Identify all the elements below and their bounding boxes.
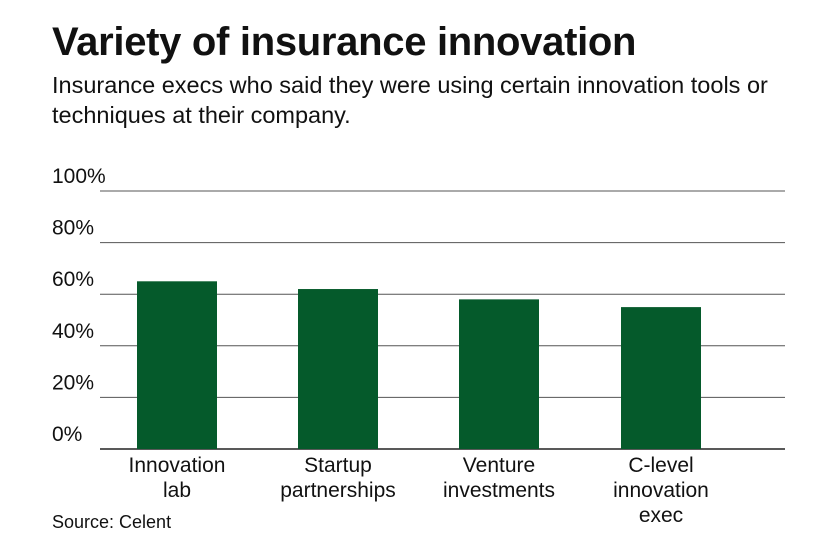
x-category-label: C-level innovation exec xyxy=(613,454,709,527)
x-category-label: Startup partnerships xyxy=(280,454,396,502)
y-tick-label: 40% xyxy=(52,320,94,343)
source-note: Source: Celent xyxy=(52,512,172,532)
x-category-label: Innovation lab xyxy=(129,454,226,502)
bars xyxy=(137,281,701,449)
bar xyxy=(459,299,539,449)
bar xyxy=(137,281,217,449)
x-axis-labels: Innovation lab Startup partnerships Venture i… xyxy=(129,454,709,527)
x-category-label: Venture investments xyxy=(443,454,555,502)
bar xyxy=(621,307,701,449)
y-tick-label: 100% xyxy=(52,165,106,188)
chart-title: Variety of insurance innovation xyxy=(52,20,637,64)
y-tick-label: 20% xyxy=(52,371,94,394)
chart-subtitle: Insurance execs who said they were using… xyxy=(52,72,768,128)
y-tick-label: 60% xyxy=(52,268,94,291)
y-tick-label: 0% xyxy=(52,423,82,446)
y-tick-label: 80% xyxy=(52,217,94,240)
y-axis-ticks: 0% 20% 40% 60% 80% 100% xyxy=(52,165,106,446)
bar xyxy=(298,289,378,449)
